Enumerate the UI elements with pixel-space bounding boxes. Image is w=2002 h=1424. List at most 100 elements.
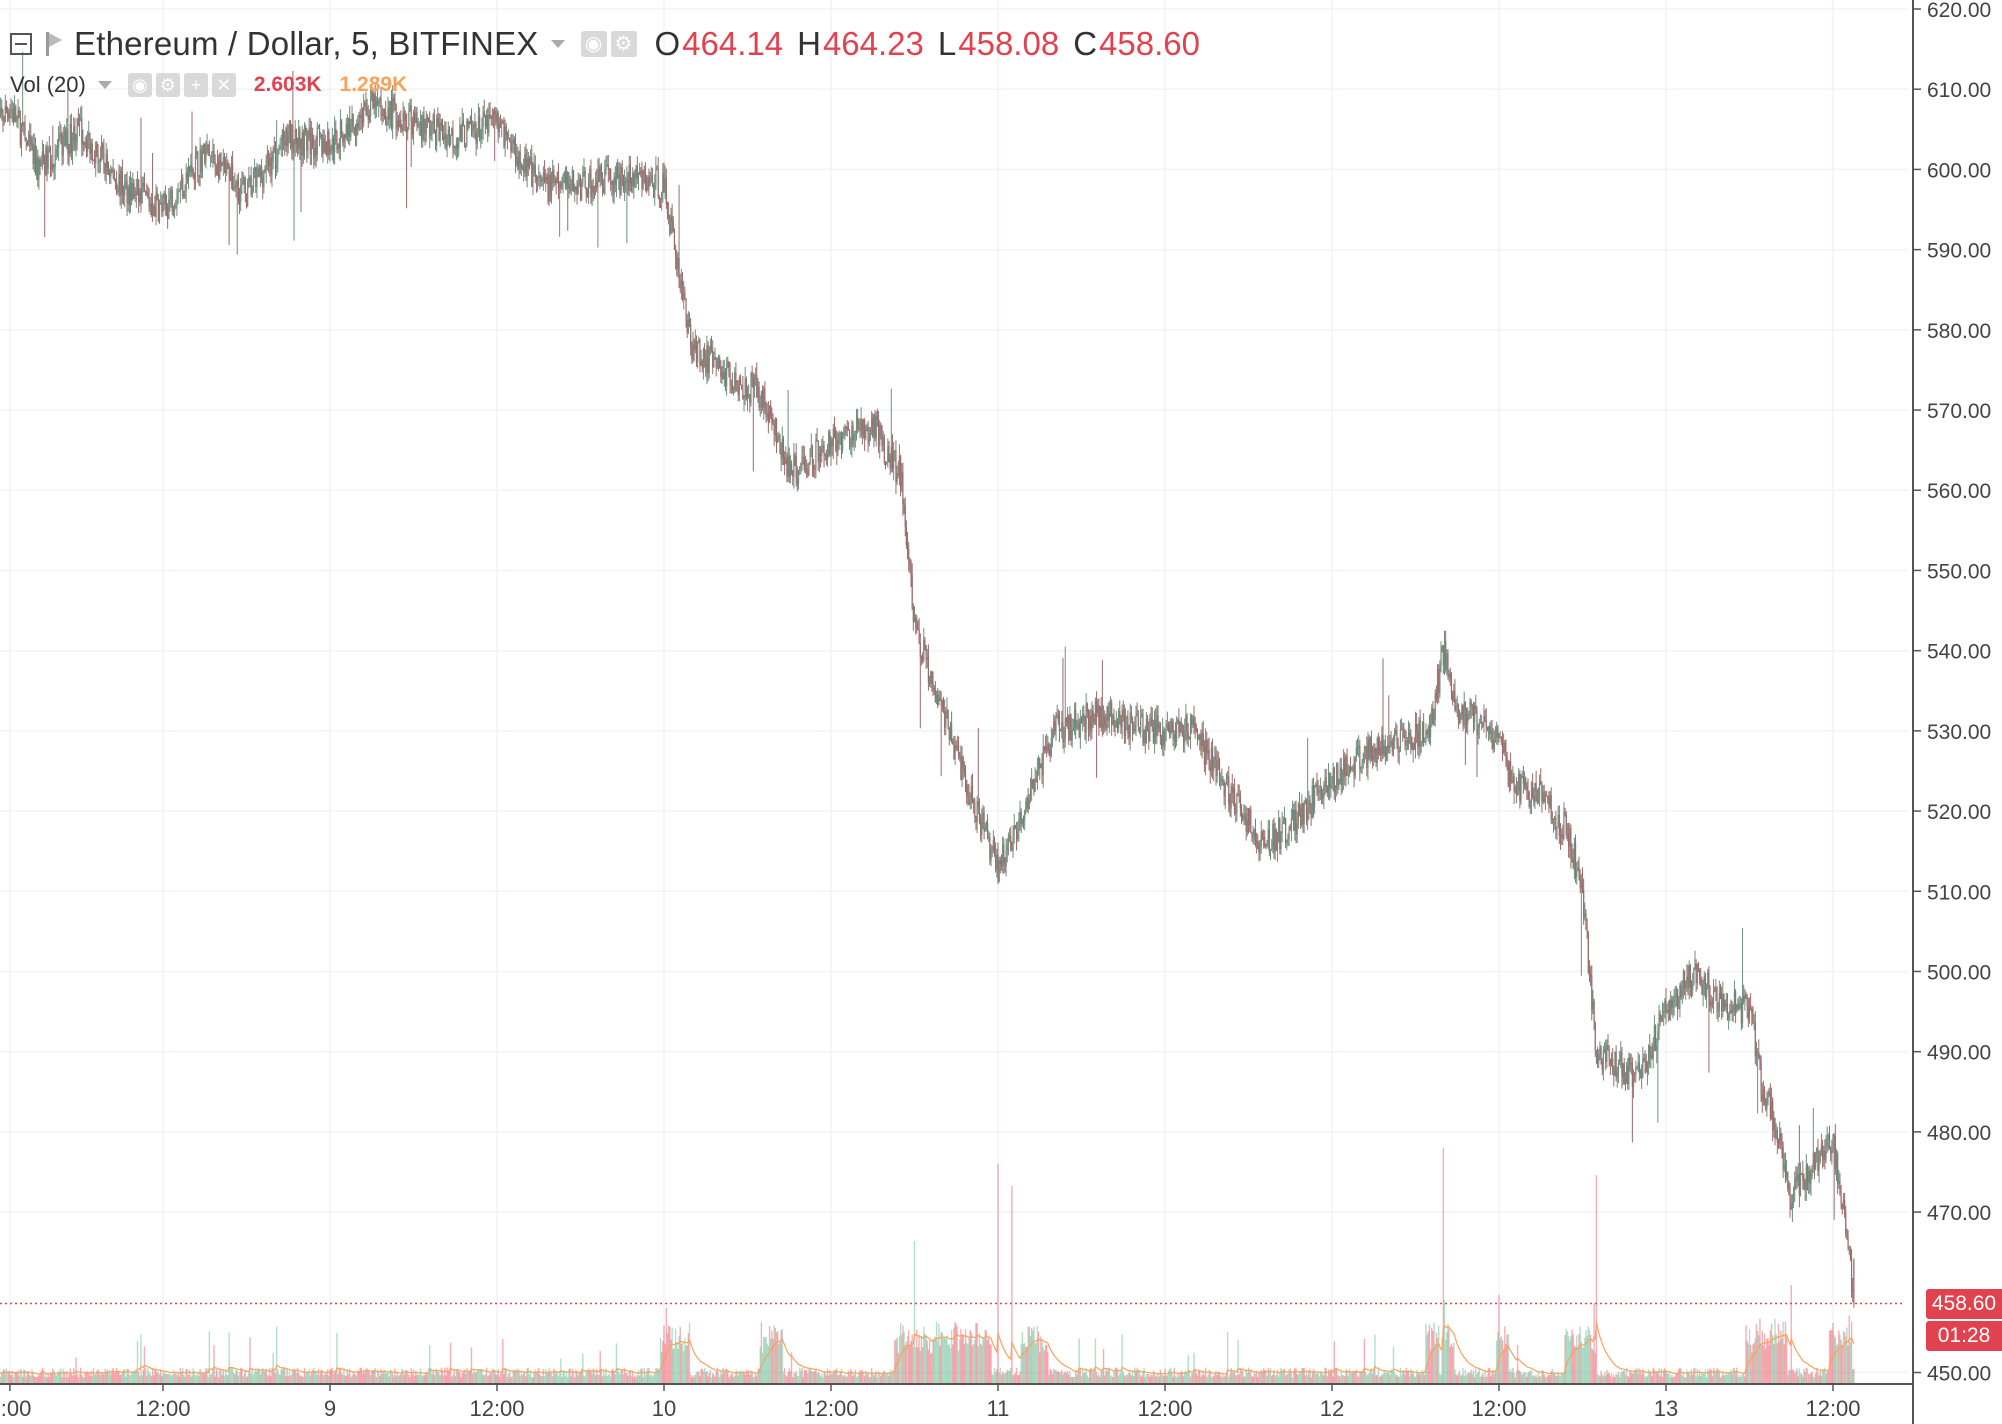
volume-bar xyxy=(118,1371,120,1384)
volume-bar xyxy=(1790,1285,1792,1384)
volume-bar xyxy=(1078,1338,1080,1384)
candle-body xyxy=(271,161,273,175)
candle-body xyxy=(1365,746,1367,748)
candle-body xyxy=(680,280,682,289)
volume-bar xyxy=(1787,1374,1789,1384)
price-axis[interactable]: 620.00610.00600.00590.00580.00570.00560.… xyxy=(1912,0,1991,1424)
volume-bar xyxy=(1380,1376,1382,1384)
volume-bar xyxy=(221,1375,223,1384)
volume-bar xyxy=(887,1372,889,1384)
volume-bar xyxy=(496,1374,498,1384)
eye-icon[interactable]: ◉ xyxy=(127,73,152,97)
volume-bar xyxy=(424,1375,426,1384)
candle-body xyxy=(1562,834,1564,839)
volume-bar xyxy=(1201,1374,1203,1384)
volume-bar xyxy=(1374,1334,1376,1384)
candle-body xyxy=(1394,730,1396,741)
candle-body xyxy=(67,128,69,153)
candle-body xyxy=(612,181,614,194)
volume-bar xyxy=(768,1326,771,1384)
volume-bar xyxy=(1338,1375,1340,1384)
volume-bar xyxy=(1598,1374,1600,1384)
candle-body xyxy=(1788,1187,1790,1195)
symbol-title[interactable]: Ethereum / Dollar, 5, BITFINEX xyxy=(74,25,539,62)
volume-bar xyxy=(917,1347,919,1384)
candle-body xyxy=(541,179,543,182)
candle-body xyxy=(30,134,32,147)
candle-body xyxy=(804,468,807,470)
candle-body xyxy=(1254,828,1257,842)
volume-bar xyxy=(1320,1372,1323,1384)
candle-body xyxy=(1630,1062,1632,1065)
volume-bar xyxy=(286,1368,288,1384)
volume-bar xyxy=(801,1367,803,1384)
candle-body xyxy=(162,198,164,212)
volume-bar xyxy=(1453,1342,1455,1384)
candle-body xyxy=(1428,727,1431,738)
candle-body xyxy=(1828,1134,1831,1148)
plus-icon[interactable]: + xyxy=(183,73,208,97)
candle-body xyxy=(705,357,707,373)
collapse-legend-icon[interactable] xyxy=(10,33,32,55)
volume-bar xyxy=(110,1374,112,1384)
candle-body xyxy=(1416,723,1418,732)
gear-icon[interactable]: ⚙ xyxy=(610,31,637,57)
candle-body xyxy=(777,435,779,443)
candle-body xyxy=(226,162,228,174)
volume-bar xyxy=(1846,1327,1848,1384)
gear-icon[interactable]: ⚙ xyxy=(155,73,180,97)
volume-bar xyxy=(522,1372,525,1384)
candle-body xyxy=(134,195,136,197)
candle-body xyxy=(995,855,997,870)
volume-bar xyxy=(52,1368,54,1384)
flag-icon[interactable] xyxy=(46,32,62,56)
volume-bar xyxy=(214,1376,216,1384)
volume-bar xyxy=(497,1369,499,1384)
candle-body xyxy=(1522,776,1524,785)
volume-bar xyxy=(811,1371,814,1384)
candle-body xyxy=(989,837,991,861)
volume-bar xyxy=(1853,1369,1855,1384)
candle-body xyxy=(649,176,651,186)
candle-body xyxy=(309,127,311,155)
volume-menu-caret-icon[interactable] xyxy=(97,81,112,89)
volume-bar xyxy=(252,1374,255,1384)
candle-body xyxy=(706,345,708,373)
volume-indicator-label[interactable]: Vol (20) xyxy=(10,72,86,97)
volume-bar xyxy=(126,1368,128,1384)
volume-bar xyxy=(464,1373,467,1384)
candle-body xyxy=(635,165,637,179)
volume-bar xyxy=(458,1371,460,1384)
candle-body xyxy=(205,148,207,163)
candle-body xyxy=(910,562,912,575)
symbol-menu-caret-icon[interactable] xyxy=(550,40,565,48)
volume-bar xyxy=(1768,1344,1770,1384)
volume-bar xyxy=(149,1373,151,1384)
volume-bar xyxy=(832,1371,835,1384)
eye-icon[interactable]: ◉ xyxy=(580,31,607,57)
volume-bar xyxy=(1199,1369,1201,1384)
volume-bar xyxy=(540,1375,542,1384)
volume-bar xyxy=(620,1370,622,1384)
candle-body xyxy=(743,396,745,400)
volume-bar xyxy=(1711,1376,1714,1384)
time-axis[interactable]: 1:0012:00912:001012:001112:001212:001312… xyxy=(0,1383,1913,1421)
volume-bar xyxy=(977,1346,979,1384)
volume-bar xyxy=(1142,1371,1144,1384)
volume-bar xyxy=(476,1369,478,1384)
candle-body xyxy=(1591,976,1593,1010)
volume-bar xyxy=(1119,1373,1121,1384)
candle-body xyxy=(1603,1048,1606,1051)
volume-bar xyxy=(1594,1352,1596,1384)
candle-body xyxy=(463,125,466,147)
candle-body xyxy=(1570,828,1572,857)
candle-body xyxy=(1824,1150,1826,1159)
volume-bar xyxy=(127,1369,129,1384)
candle-body xyxy=(165,204,168,207)
volume-bar xyxy=(1636,1367,1638,1384)
candle-body xyxy=(794,454,796,457)
candle-body xyxy=(774,418,776,435)
volume-bar xyxy=(57,1370,60,1384)
close-icon[interactable]: ✕ xyxy=(211,73,236,97)
